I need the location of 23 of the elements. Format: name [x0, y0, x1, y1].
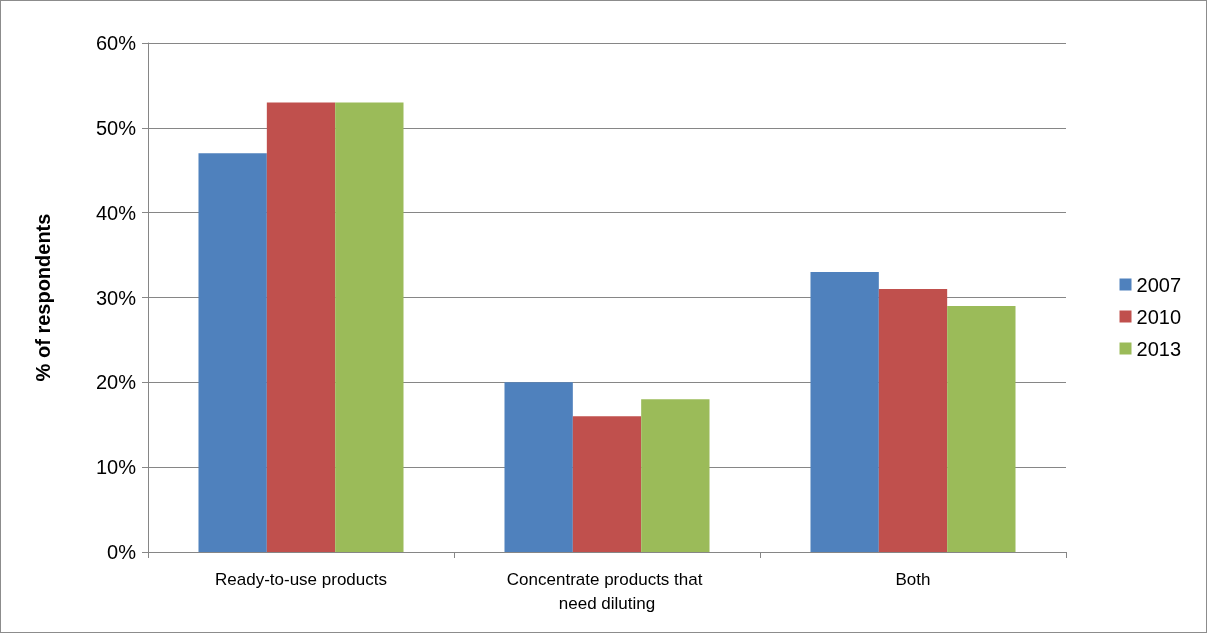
y-tick-label: 0%	[107, 541, 137, 563]
legend-label: 2007	[1136, 273, 1182, 296]
bar	[878, 289, 948, 552]
y-tick-label: 60%	[95, 32, 137, 54]
y-tick-label: 50%	[95, 116, 137, 139]
y-tick-label: 10%	[95, 456, 137, 479]
bar	[504, 382, 573, 552]
bar	[198, 153, 267, 552]
y-tick-label: 30%	[95, 286, 137, 309]
x-tick-label: Concentrate products that need diluting	[506, 569, 708, 613]
bar	[810, 272, 879, 552]
bar	[572, 416, 642, 552]
legend-label: 2013	[1136, 337, 1182, 360]
x-tick-label: Both	[895, 569, 931, 589]
bar	[641, 399, 710, 552]
bar	[266, 102, 336, 552]
legend-label: 2010	[1136, 305, 1182, 328]
bar	[947, 305, 1016, 552]
y-axis-title: % of respondents	[32, 213, 54, 382]
x-tick-label: Ready-to-use products	[215, 569, 387, 589]
y-tick-label: 40%	[95, 201, 137, 224]
y-tick-label: 20%	[95, 371, 137, 394]
bar	[335, 102, 404, 552]
